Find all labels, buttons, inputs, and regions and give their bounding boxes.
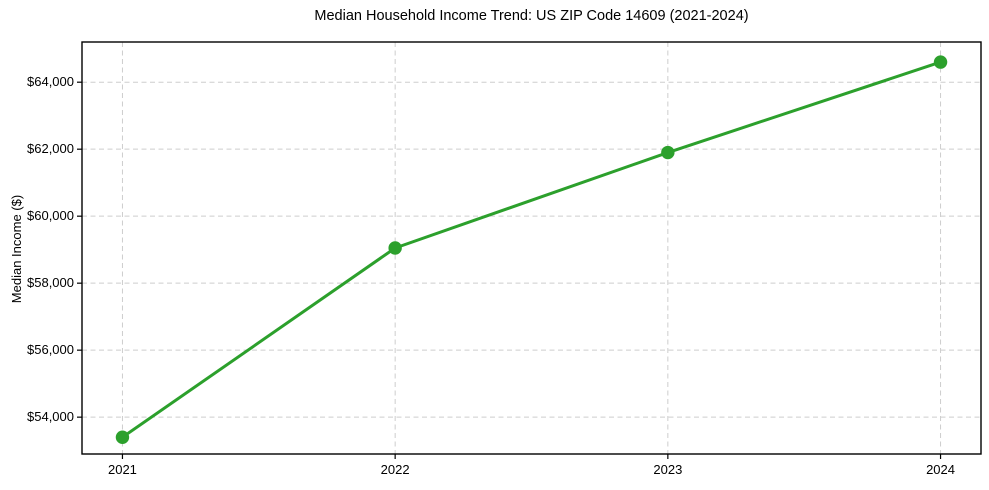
y-tick-label: $64,000 [27, 74, 74, 90]
x-tick-label: 2021 [107, 462, 137, 477]
y-tick-label: $56,000 [27, 342, 74, 358]
x-tick-label: 2023 [653, 462, 683, 477]
data-point-marker [388, 241, 402, 255]
y-tick-label: $54,000 [27, 409, 74, 425]
y-tick-label: $58,000 [27, 275, 74, 291]
income-trend-line [120, 60, 943, 439]
plot-frame [81, 41, 982, 455]
x-tick-label: 2022 [380, 462, 410, 477]
data-point-marker [933, 55, 948, 69]
data-point-marker [115, 430, 130, 444]
chart-title: Median Household Income Trend: US ZIP Co… [314, 8, 749, 24]
y-tick-label: $62,000 [27, 141, 74, 157]
data-point-marker [661, 145, 675, 160]
y-tick-label: $60,000 [27, 208, 74, 224]
x-tick-label: 2024 [926, 462, 955, 477]
